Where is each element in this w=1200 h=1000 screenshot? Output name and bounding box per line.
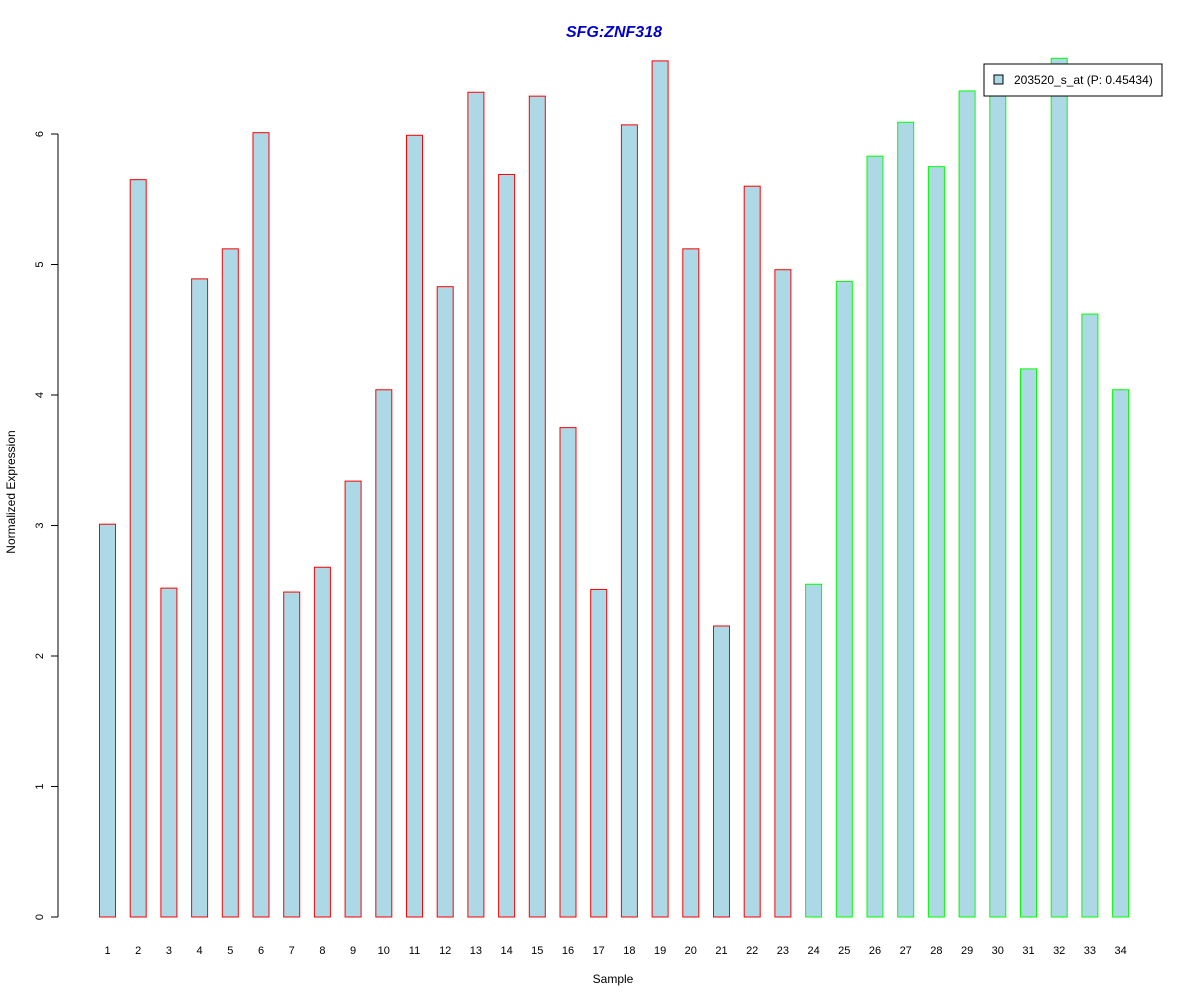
x-tick-label: 16 — [562, 945, 574, 957]
y-axis: 0 1 2 3 4 5 6 — [34, 131, 59, 920]
bar — [774, 269, 792, 918]
bar — [805, 583, 823, 918]
x-tick-label: 4 — [197, 945, 203, 957]
legend-box — [983, 63, 1163, 97]
bar — [221, 248, 239, 918]
x-tick-label: 10 — [378, 945, 390, 957]
bar — [129, 179, 147, 918]
bars — [99, 57, 1130, 918]
x-tick-label: 33 — [1084, 945, 1096, 957]
bar — [1020, 368, 1037, 918]
x-tick-label: 20 — [685, 945, 697, 957]
bar — [989, 91, 1007, 918]
y-tick-label: 3 — [34, 522, 46, 528]
legend-label: 203520_s_at (P: 0.45434) — [1014, 73, 1153, 87]
x-tick-label: 1 — [104, 945, 110, 957]
bar — [651, 60, 669, 918]
x-tick-labels: 1 2 3 4 5 6 7 8 9 10 11 12 13 14 15 16 17 18 19 20 21 22 23 24 2… — [104, 945, 1126, 957]
bar — [498, 173, 516, 918]
x-tick-label: 12 — [439, 945, 451, 957]
x-tick-label: 22 — [746, 945, 758, 957]
bar — [559, 427, 577, 918]
x-tick-label: 19 — [654, 945, 666, 957]
x-tick-label: 3 — [166, 945, 172, 957]
y-tick-label: 5 — [34, 261, 46, 267]
bar — [375, 389, 393, 918]
bar — [620, 124, 638, 918]
bar — [927, 166, 945, 918]
x-tick-label: 21 — [715, 945, 727, 957]
x-tick-label: 13 — [470, 945, 482, 957]
bar — [713, 625, 730, 918]
bar — [191, 278, 209, 918]
x-tick-label: 14 — [500, 945, 512, 957]
bar — [406, 134, 423, 918]
x-tick-label: 25 — [838, 945, 850, 957]
bar — [160, 587, 178, 918]
x-tick-label: 26 — [869, 945, 881, 957]
x-tick-label: 18 — [623, 945, 635, 957]
x-tick-label: 29 — [961, 945, 973, 957]
x-tick-label: 5 — [227, 945, 233, 957]
bar — [283, 591, 301, 918]
x-tick-label: 15 — [531, 945, 543, 957]
bar — [436, 286, 454, 918]
x-tick-label: 30 — [992, 945, 1004, 957]
bar — [1050, 57, 1068, 918]
y-tick-label: 0 — [34, 914, 46, 920]
legend: 203520_s_at (P: 0.45434) — [983, 63, 1163, 97]
bar — [590, 588, 608, 918]
bar — [682, 248, 700, 918]
y-tick-label: 2 — [34, 653, 46, 659]
y-tick-label: 6 — [34, 131, 46, 137]
bar — [1081, 313, 1099, 918]
x-tick-label: 11 — [409, 945, 420, 957]
x-tick-label: 23 — [777, 945, 789, 957]
bar — [467, 91, 485, 918]
bar — [99, 523, 116, 918]
x-tick-label: 2 — [135, 945, 141, 957]
x-tick-label: 17 — [593, 945, 605, 957]
bar — [313, 566, 331, 918]
x-tick-label: 7 — [289, 945, 295, 957]
x-tick-label: 28 — [930, 945, 942, 957]
legend-swatch — [993, 74, 1004, 85]
bar — [344, 480, 362, 918]
x-tick-label: 6 — [258, 945, 264, 957]
bar — [743, 185, 761, 918]
bar — [897, 121, 915, 918]
bar — [866, 155, 884, 918]
x-tick-label: 34 — [1114, 945, 1126, 957]
x-tick-label: 31 — [1022, 945, 1034, 957]
bar — [1112, 389, 1130, 918]
x-tick-label: 24 — [807, 945, 819, 957]
x-tick-label: 32 — [1053, 945, 1065, 957]
y-tick-label: 4 — [34, 392, 46, 398]
x-tick-label: 8 — [319, 945, 325, 957]
bar — [252, 132, 270, 918]
chart-title: SFG:ZNF318 — [566, 24, 662, 41]
bar — [528, 95, 546, 918]
x-tick-label: 9 — [350, 945, 356, 957]
bar — [835, 280, 853, 918]
y-tick-label: 1 — [34, 783, 46, 789]
bar — [958, 90, 976, 918]
x-axis-label: Sample — [593, 972, 634, 986]
y-axis-label: Normalized Expression — [4, 430, 18, 553]
x-tick-label: 27 — [900, 945, 912, 957]
